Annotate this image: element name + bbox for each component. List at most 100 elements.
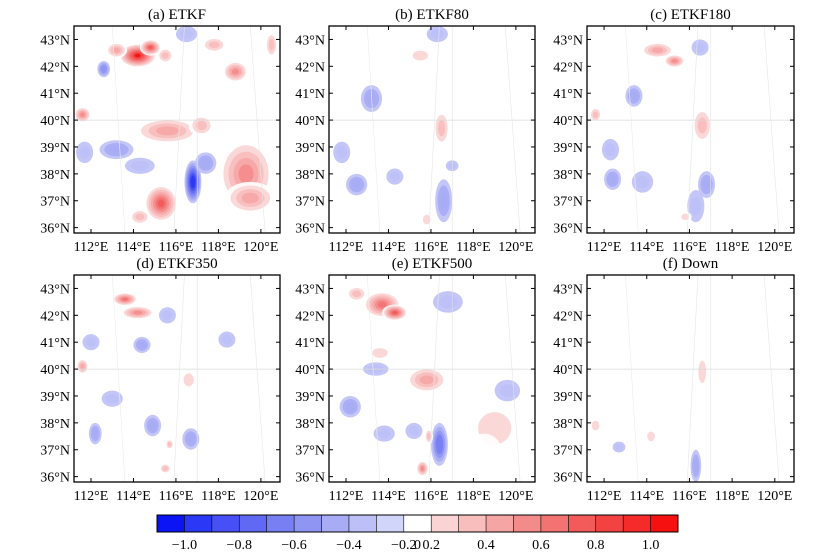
y-tick-label: 39°N xyxy=(40,390,70,405)
colorbar-swatch xyxy=(157,515,185,532)
boundary-line xyxy=(625,26,639,233)
anomaly-blob xyxy=(201,158,211,168)
anomaly-blob xyxy=(392,311,398,315)
anomaly-blob xyxy=(377,301,387,308)
y-tick-label: 36°N xyxy=(295,471,325,486)
panel-frame xyxy=(586,25,795,234)
x-tick-label: 118°E xyxy=(201,489,236,504)
boundary-line xyxy=(763,26,780,233)
y-tick-label: 38°N xyxy=(40,168,70,183)
panel-title: (a) ETKF xyxy=(148,7,206,23)
x-tick-label: 114°E xyxy=(371,240,406,255)
y-tick-label: 39°N xyxy=(553,390,583,405)
anomaly-blob xyxy=(162,310,173,321)
panel-title: (f) Down xyxy=(663,256,719,272)
y-tick-label: 40°N xyxy=(553,363,583,378)
panel-plot-area xyxy=(587,275,794,482)
y-tick-label: 36°N xyxy=(553,222,583,237)
x-tick-label: 112°E xyxy=(587,489,622,504)
x-tick-label: 116°E xyxy=(159,489,194,504)
colorbar-swatch xyxy=(211,515,240,532)
anomaly-blob xyxy=(133,310,143,315)
x-tick-label: 118°E xyxy=(201,240,236,255)
y-tick-label: 41°N xyxy=(553,87,583,102)
anomaly-blob xyxy=(156,126,179,136)
x-tick-label: 120°E xyxy=(243,240,278,255)
anomaly-blob xyxy=(92,429,98,439)
anomaly-blob xyxy=(352,290,362,298)
y-tick-label: 43°N xyxy=(40,282,70,297)
colorbar-swatch xyxy=(568,515,597,532)
anomaly-blob xyxy=(101,66,106,72)
y-tick-label: 38°N xyxy=(553,417,583,432)
y-tick-label: 40°N xyxy=(40,363,70,378)
x-tick-label: 120°E xyxy=(757,240,792,255)
anomaly-blob xyxy=(79,145,90,159)
x-tick-label: 116°E xyxy=(672,240,707,255)
y-tick-label: 40°N xyxy=(295,363,325,378)
y-tick-label: 41°N xyxy=(553,336,583,351)
x-tick-label: 112°E xyxy=(74,489,109,504)
anomaly-blob xyxy=(208,41,220,49)
y-tick-label: 36°N xyxy=(553,471,583,486)
anomaly-blob xyxy=(437,120,446,137)
anomaly-blob xyxy=(191,178,195,186)
panel-c: 112°E 114°E 116°E 118°E 120°E 43°N 42°N 41°N 40°… xyxy=(553,7,795,255)
colorbar-tick-label: −0.4 xyxy=(336,538,361,553)
y-tick-label: 36°N xyxy=(40,471,70,486)
anomaly-blob xyxy=(195,120,207,131)
y-tick-label: 37°N xyxy=(40,444,70,459)
anomaly-blob xyxy=(352,180,362,190)
y-tick-label: 37°N xyxy=(295,444,325,459)
boundary-line xyxy=(428,275,440,482)
anomaly-blob xyxy=(162,466,169,471)
anomaly-blob xyxy=(467,433,502,466)
y-tick-label: 39°N xyxy=(295,141,325,156)
y-tick-label: 40°N xyxy=(553,114,583,129)
y-tick-label: 43°N xyxy=(295,33,325,48)
panel-frame xyxy=(586,274,795,483)
boundary-line xyxy=(249,26,266,233)
boundary-line xyxy=(625,275,639,482)
panel-plot-area xyxy=(329,275,535,482)
anomaly-blob xyxy=(231,68,239,75)
anomaly-blob xyxy=(412,50,428,61)
anomaly-blob xyxy=(130,160,149,171)
anomaly-blob xyxy=(377,428,391,439)
colorbar-tick-label: −0.6 xyxy=(281,538,306,553)
y-tick-label: 42°N xyxy=(553,60,583,75)
panel-title: (b) ETKF80 xyxy=(395,7,469,23)
anomaly-blob xyxy=(80,112,85,117)
y-tick-label: 37°N xyxy=(40,195,70,210)
anomaly-blob xyxy=(605,143,616,157)
boundary-line xyxy=(111,275,126,482)
anomaly-blob xyxy=(499,384,516,398)
anomaly-blob xyxy=(105,393,119,404)
anomaly-blob xyxy=(138,341,146,349)
anomaly-blob xyxy=(148,420,157,431)
x-tick-label: 112°E xyxy=(329,489,364,504)
colorbar-swatch xyxy=(513,515,542,532)
anomaly-blob xyxy=(238,164,254,184)
y-tick-label: 39°N xyxy=(295,390,325,405)
panel-title: (e) ETKF500 xyxy=(392,256,472,272)
anomaly-blob xyxy=(372,348,388,358)
x-tick-label: 112°E xyxy=(329,240,364,255)
panel-a: 112°E 114°E 116°E 118°E 120°E 43°N 42°N 41°N 40°… xyxy=(40,7,281,255)
anomaly-blob xyxy=(671,59,678,63)
x-tick-label: 118°E xyxy=(456,489,491,504)
colorbar-tick-label: −0.2 xyxy=(391,538,416,553)
panel-b: 112°E 114°E 116°E 118°E 120°E 43°N 42°N 41°N 40°… xyxy=(295,7,536,255)
anomaly-blob xyxy=(440,191,448,210)
anomaly-blob xyxy=(694,42,706,53)
anomaly-blob xyxy=(419,375,434,385)
colorbar-tick-label: −0.8 xyxy=(227,538,252,553)
x-tick-label: 116°E xyxy=(414,489,449,504)
anomaly-blob xyxy=(85,337,97,348)
anomaly-blob xyxy=(241,192,259,204)
y-tick-label: 42°N xyxy=(40,309,70,324)
colorbar-swatch xyxy=(595,515,624,532)
x-tick-label: 114°E xyxy=(116,240,151,255)
